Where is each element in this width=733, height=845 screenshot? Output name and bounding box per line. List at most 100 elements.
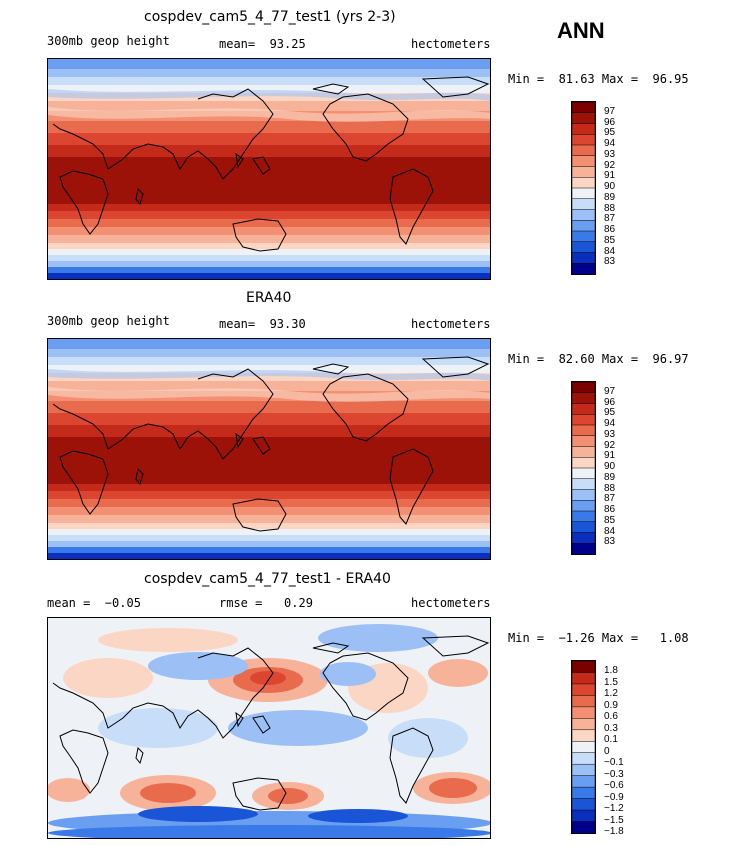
contour-band: [48, 437, 490, 485]
color-bar: [571, 101, 596, 275]
color-bar-ticks: 1.8 1.5 1.2 0.9 0.6 0.3 0.1 0 −0.1 −0.3 −0.6 −0.9 −1…: [604, 660, 644, 837]
color-bar-swatch: [572, 403, 595, 415]
contour-map: [47, 338, 491, 560]
coastline: [59, 450, 109, 515]
color-bar-swatch: [572, 134, 595, 146]
contour-region: [268, 788, 308, 804]
contour-band: [48, 255, 490, 262]
panel-title: cospdev_cam5_4_77_test1 (yrs 2-3): [144, 9, 396, 25]
color-bar-tick: 93: [604, 148, 616, 160]
coastline: [235, 711, 244, 728]
contour-band: [48, 219, 490, 228]
panel-title: cospdev_cam5_4_77_test1 - ERA40: [144, 571, 391, 587]
color-bar-swatch: [572, 718, 595, 731]
contour-region: [308, 809, 408, 823]
contour-band: [48, 523, 490, 530]
color-bar-ticks: 97 96 95 94 93 92 91 90 89 88 87 86 85 84 83: [604, 381, 644, 555]
coastline: [421, 635, 490, 657]
color-bar-swatch: [572, 424, 595, 437]
coastline: [232, 498, 287, 532]
contour-band: [48, 121, 490, 134]
color-bar-swatch: [572, 500, 595, 512]
contour-band: [48, 529, 490, 536]
color-bar-tick: 84: [604, 525, 616, 537]
color-bar-tick: 86: [604, 224, 616, 235]
mean-label: mean= 93.30: [219, 317, 306, 331]
contour-band: [48, 515, 490, 524]
contour-band: [48, 387, 490, 402]
contour-band: [48, 381, 490, 392]
color-bar-swatch: [572, 543, 595, 554]
color-bar-swatch: [572, 809, 595, 823]
coastline: [59, 729, 109, 794]
color-bar-tick: 83: [604, 256, 616, 268]
color-bar-tick: 90: [604, 181, 616, 192]
color-bar-tick: 94: [604, 138, 616, 149]
color-bar-swatch: [572, 209, 595, 221]
contour-band: [48, 69, 490, 78]
color-bar-tick: 0.1: [604, 734, 618, 746]
contour-region: [318, 624, 438, 652]
color-bar-tick: 91: [604, 170, 616, 182]
coastline: [389, 168, 434, 245]
panel-title: ERA40: [246, 290, 292, 306]
color-bar-swatch: [572, 695, 595, 708]
minmax-label: Min = 81.63 Max = 96.95: [508, 72, 689, 86]
contour-band: [48, 547, 490, 554]
contour-region: [428, 659, 488, 687]
coastline: [421, 76, 490, 98]
contour-band: [48, 227, 490, 236]
contour-band: [48, 349, 490, 358]
contour-band: [48, 357, 490, 366]
color-bar-swatch: [572, 177, 595, 189]
color-bar-tick: 95: [604, 127, 616, 139]
contour-band: [48, 553, 490, 559]
coastline: [252, 715, 271, 734]
contour-band: [48, 107, 490, 122]
color-bar-swatch: [572, 230, 595, 243]
contour-band: [48, 89, 490, 101]
contour-band: [48, 59, 490, 70]
color-bar-tick: 90: [604, 461, 616, 472]
coastline: [252, 156, 271, 175]
color-bar-tick: −1.2: [604, 803, 624, 815]
units-label: hectometers: [411, 596, 491, 610]
color-bar-swatch: [572, 241, 595, 254]
color-bar-tick: 1.5: [604, 676, 618, 688]
coastline: [252, 436, 271, 455]
rmse-label: rmse = 0.29: [219, 596, 313, 610]
color-bar-swatch: [572, 752, 595, 765]
color-bar-tick: 86: [604, 504, 616, 515]
contour-band: [48, 373, 490, 382]
color-bar-swatch: [572, 392, 595, 405]
color-bar-ticks: 97 96 95 94 93 92 91 90 89 88 87 86 85 84 83: [604, 101, 644, 275]
contour-region: [388, 718, 468, 758]
color-bar-tick: 87: [604, 493, 616, 505]
color-bar-swatch: [572, 263, 595, 274]
color-bar-swatch: [572, 102, 595, 114]
contour-band: [48, 339, 490, 350]
contour-band: [48, 249, 490, 256]
color-bar-tick: 1.8: [604, 665, 618, 677]
contour-band: [48, 484, 490, 492]
color-bar-tick: 88: [604, 202, 616, 214]
color-bar-swatch: [572, 661, 595, 674]
color-bar-swatch: [572, 198, 595, 211]
color-bar-swatch: [572, 435, 595, 448]
contour-band: [48, 85, 490, 94]
contour-band: [48, 77, 490, 86]
contour-band: [48, 235, 490, 244]
coastline: [135, 467, 144, 486]
contour-band: [48, 499, 490, 508]
field-label: 300mb geop height: [47, 314, 170, 328]
color-bar-swatch: [572, 467, 595, 480]
color-bar-tick: −0.6: [604, 780, 624, 792]
coastline: [235, 432, 244, 449]
color-bar-swatch: [572, 414, 595, 426]
season-label: ANN: [557, 18, 605, 43]
minmax-label: Min = 82.60 Max = 96.97: [508, 352, 689, 366]
contour-region: [148, 652, 248, 680]
coastline: [59, 170, 109, 235]
contour-region: [48, 825, 490, 838]
color-bar-tick: 87: [604, 213, 616, 225]
